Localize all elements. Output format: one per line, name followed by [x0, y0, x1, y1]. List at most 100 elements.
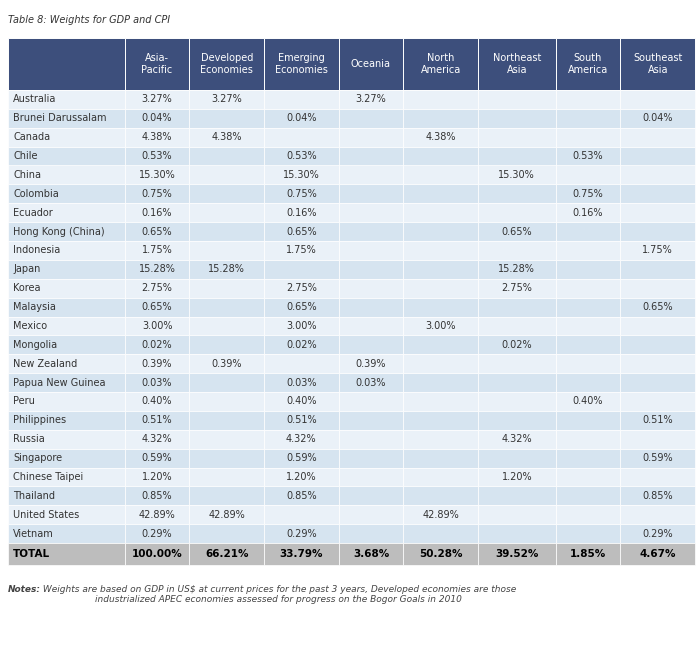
Text: 0.02%: 0.02% — [286, 340, 316, 350]
Text: 66.21%: 66.21% — [205, 549, 248, 559]
Text: 0.02%: 0.02% — [501, 340, 532, 350]
Text: 3.27%: 3.27% — [211, 95, 242, 105]
Text: 4.67%: 4.67% — [640, 549, 676, 559]
Text: 0.65%: 0.65% — [643, 302, 673, 312]
Text: 0.75%: 0.75% — [141, 189, 172, 199]
Text: 0.53%: 0.53% — [286, 151, 316, 161]
Text: 1.20%: 1.20% — [286, 472, 316, 482]
Text: Colombia: Colombia — [13, 189, 59, 199]
Text: 0.29%: 0.29% — [643, 529, 673, 539]
Text: 0.39%: 0.39% — [142, 359, 172, 368]
Text: 0.75%: 0.75% — [286, 189, 316, 199]
Text: 0.16%: 0.16% — [573, 208, 603, 217]
Text: 0.40%: 0.40% — [573, 397, 603, 407]
Text: 0.29%: 0.29% — [142, 529, 172, 539]
Text: North
America: North America — [421, 53, 461, 74]
Text: Chile: Chile — [13, 151, 38, 161]
Text: Australia: Australia — [13, 95, 57, 105]
Text: Ecuador: Ecuador — [13, 208, 52, 217]
Text: 1.75%: 1.75% — [286, 246, 316, 256]
Text: 1.20%: 1.20% — [142, 472, 172, 482]
Text: 0.85%: 0.85% — [286, 491, 316, 501]
Text: 3.68%: 3.68% — [353, 549, 389, 559]
Text: 4.32%: 4.32% — [142, 434, 172, 444]
Text: 3.00%: 3.00% — [286, 321, 316, 331]
Text: 0.53%: 0.53% — [142, 151, 172, 161]
Text: 0.04%: 0.04% — [142, 113, 172, 123]
Text: 42.89%: 42.89% — [422, 510, 459, 519]
Text: 0.75%: 0.75% — [573, 189, 603, 199]
Text: 15.30%: 15.30% — [139, 170, 176, 180]
Text: Papua New Guinea: Papua New Guinea — [13, 378, 106, 388]
Text: 0.02%: 0.02% — [142, 340, 172, 350]
Text: Table 8: Weights for GDP and CPI: Table 8: Weights for GDP and CPI — [8, 15, 170, 25]
Text: 0.51%: 0.51% — [643, 415, 673, 425]
Text: New Zealand: New Zealand — [13, 359, 77, 368]
Text: Russia: Russia — [13, 434, 45, 444]
Text: 42.89%: 42.89% — [209, 510, 245, 519]
Text: 0.59%: 0.59% — [286, 453, 316, 463]
Text: 0.51%: 0.51% — [142, 415, 172, 425]
Text: 4.32%: 4.32% — [501, 434, 532, 444]
Text: 42.89%: 42.89% — [139, 510, 176, 519]
Text: 0.53%: 0.53% — [573, 151, 603, 161]
Text: 0.65%: 0.65% — [286, 227, 316, 237]
Text: Singapore: Singapore — [13, 453, 62, 463]
Text: Hong Kong (China): Hong Kong (China) — [13, 227, 104, 237]
Text: Notes:: Notes: — [8, 585, 41, 594]
Text: Developed
Economies: Developed Economies — [200, 53, 253, 74]
Text: 4.38%: 4.38% — [142, 132, 172, 142]
Text: 0.51%: 0.51% — [286, 415, 316, 425]
Text: 2.75%: 2.75% — [501, 283, 532, 293]
Text: Brunei Darussalam: Brunei Darussalam — [13, 113, 106, 123]
Text: Korea: Korea — [13, 283, 41, 293]
Text: 3.00%: 3.00% — [426, 321, 456, 331]
Text: 0.85%: 0.85% — [142, 491, 172, 501]
Text: Mexico: Mexico — [13, 321, 47, 331]
Text: 0.39%: 0.39% — [356, 359, 386, 368]
Text: United States: United States — [13, 510, 79, 519]
Text: 0.03%: 0.03% — [356, 378, 386, 388]
Text: South
America: South America — [568, 53, 608, 74]
Text: 0.16%: 0.16% — [142, 208, 172, 217]
Text: 1.75%: 1.75% — [141, 246, 172, 256]
Text: Thailand: Thailand — [13, 491, 55, 501]
Text: 4.38%: 4.38% — [426, 132, 456, 142]
Text: Mongolia: Mongolia — [13, 340, 57, 350]
Text: 2.75%: 2.75% — [286, 283, 316, 293]
Text: TOTAL: TOTAL — [13, 549, 50, 559]
Text: Philippines: Philippines — [13, 415, 66, 425]
Text: Japan: Japan — [13, 264, 41, 274]
Text: 0.16%: 0.16% — [286, 208, 316, 217]
Text: Indonesia: Indonesia — [13, 246, 60, 256]
Text: 15.28%: 15.28% — [209, 264, 245, 274]
Text: Chinese Taipei: Chinese Taipei — [13, 472, 83, 482]
Text: 0.65%: 0.65% — [501, 227, 532, 237]
Text: China: China — [13, 170, 41, 180]
Text: 100.00%: 100.00% — [132, 549, 183, 559]
Text: 0.39%: 0.39% — [211, 359, 242, 368]
Text: 2.75%: 2.75% — [141, 283, 172, 293]
Text: Southeast
Asia: Southeast Asia — [633, 53, 682, 74]
Text: 1.85%: 1.85% — [570, 549, 606, 559]
Text: 0.85%: 0.85% — [643, 491, 673, 501]
Text: 33.79%: 33.79% — [279, 549, 323, 559]
Text: 39.52%: 39.52% — [495, 549, 538, 559]
Text: 0.40%: 0.40% — [286, 397, 316, 407]
Text: 15.28%: 15.28% — [498, 264, 536, 274]
Text: 0.59%: 0.59% — [142, 453, 172, 463]
Text: 0.65%: 0.65% — [286, 302, 316, 312]
Text: 3.27%: 3.27% — [141, 95, 172, 105]
Text: 0.03%: 0.03% — [286, 378, 316, 388]
Text: 15.30%: 15.30% — [498, 170, 535, 180]
Text: 4.38%: 4.38% — [211, 132, 242, 142]
Text: Vietnam: Vietnam — [13, 529, 54, 539]
Text: Peru: Peru — [13, 397, 35, 407]
Text: Malaysia: Malaysia — [13, 302, 56, 312]
Text: Northeast
Asia: Northeast Asia — [493, 53, 541, 74]
Text: Weights are based on GDP in US$ at current prices for the past 3 years, Develope: Weights are based on GDP in US$ at curre… — [40, 585, 517, 605]
Text: 0.65%: 0.65% — [142, 227, 172, 237]
Text: 0.03%: 0.03% — [142, 378, 172, 388]
Text: Canada: Canada — [13, 132, 50, 142]
Text: 1.75%: 1.75% — [643, 246, 673, 256]
